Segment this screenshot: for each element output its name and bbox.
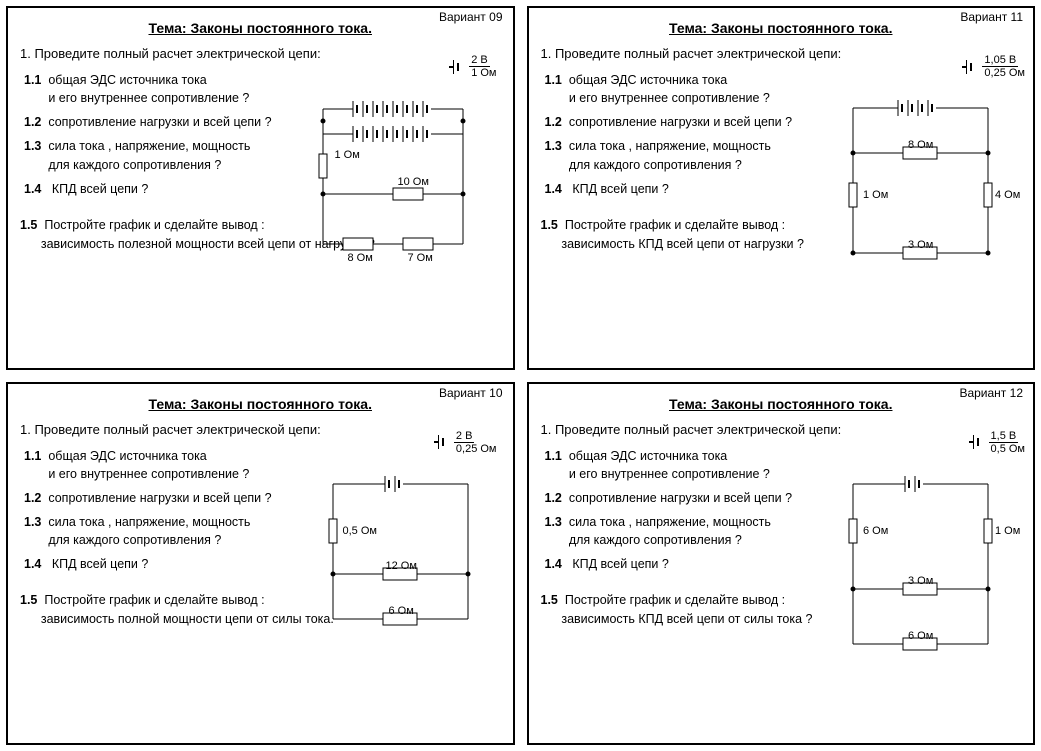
title: Тема: Законы постоянного тока. — [20, 396, 501, 412]
questions: 1.1 общая ЭДС источника тока и его внутр… — [20, 71, 299, 198]
card-12: Вариант 12 Тема: Законы постоянного тока… — [527, 382, 1036, 746]
card-09: Вариант 09 Тема: Законы постоянного тока… — [6, 6, 515, 370]
q4: КПД всей цепи ? — [52, 182, 149, 196]
q1: общая ЭДС источника тока и его внутренне… — [48, 71, 249, 107]
title: Тема: Законы постоянного тока. — [541, 20, 1022, 36]
worksheet-grid: Вариант 09 Тема: Законы постоянного тока… — [0, 0, 1041, 751]
r-label: 1 Ом — [335, 149, 360, 161]
variant-label: Вариант 12 — [959, 386, 1023, 400]
q3: сила тока , напряжение, мощность для каж… — [569, 513, 771, 549]
title: Тема: Законы постоянного тока. — [541, 396, 1022, 412]
title: Тема: Законы постоянного тока. — [20, 20, 501, 36]
diagram-11: 1,05 В0,25 Ом — [843, 54, 1023, 314]
q3: сила тока , напряжение, мощность для каж… — [48, 513, 250, 549]
r-label: 3 Ом — [908, 239, 933, 251]
q4: КПД всей цепи ? — [572, 557, 669, 571]
r-label: 7 Ом — [408, 252, 433, 264]
variant-label: Вариант 11 — [960, 10, 1023, 24]
q2: сопротивление нагрузки и всей цепи ? — [48, 115, 271, 129]
variant-label: Вариант 09 — [439, 10, 503, 24]
q2: сопротивление нагрузки и всей цепи ? — [569, 115, 792, 129]
r-label: 0,5 Ом — [343, 525, 377, 537]
battery-icon — [449, 57, 465, 77]
diagram-12: 1,5 В0,5 Ом — [843, 430, 1023, 690]
q3: сила тока , напряжение, мощность для каж… — [569, 137, 771, 173]
q1: общая ЭДС источника тока и его внутренне… — [569, 447, 770, 483]
q1: общая ЭДС источника тока и его внутренне… — [48, 447, 249, 483]
card-11: Вариант 11 Тема: Законы постоянного тока… — [527, 6, 1036, 370]
r-label: 8 Ом — [348, 252, 373, 264]
card-10: Вариант 10 Тема: Законы постоянного тока… — [6, 382, 515, 746]
r-label: 6 Ом — [908, 630, 933, 642]
q4: КПД всей цепи ? — [572, 182, 669, 196]
r-label: 6 Ом — [863, 525, 888, 537]
r-label: 1 Ом — [995, 525, 1020, 537]
r-label: 4 Ом — [995, 189, 1020, 201]
questions: 1.1 общая ЭДС источника тока и его внутр… — [541, 71, 820, 198]
q2: сопротивление нагрузки и всей цепи ? — [569, 491, 792, 505]
questions: 1.1 общая ЭДС источника тока и его внутр… — [20, 447, 299, 574]
diagram-09: 2 В1 Ом — [323, 54, 503, 314]
battery-icon — [962, 57, 978, 77]
r-label: 12 Ом — [386, 560, 417, 572]
q3: сила тока , напряжение, мощность для каж… — [48, 137, 250, 173]
r-label: 3 Ом — [908, 575, 933, 587]
questions: 1.1 общая ЭДС источника тока и его внутр… — [541, 447, 820, 574]
r-label: 6 Ом — [389, 605, 414, 617]
battery-icon — [969, 432, 985, 452]
q1: общая ЭДС источника тока и его внутренне… — [569, 71, 770, 107]
variant-label: Вариант 10 — [439, 386, 503, 400]
q4: КПД всей цепи ? — [52, 557, 149, 571]
battery-icon — [434, 432, 450, 452]
diagram-10: 2 В0,25 Ом — [323, 430, 503, 690]
q2: сопротивление нагрузки и всей цепи ? — [48, 491, 271, 505]
r-label: 1 Ом — [863, 189, 888, 201]
r-label: 8 Ом — [908, 139, 933, 151]
r-label: 10 Ом — [398, 176, 429, 188]
